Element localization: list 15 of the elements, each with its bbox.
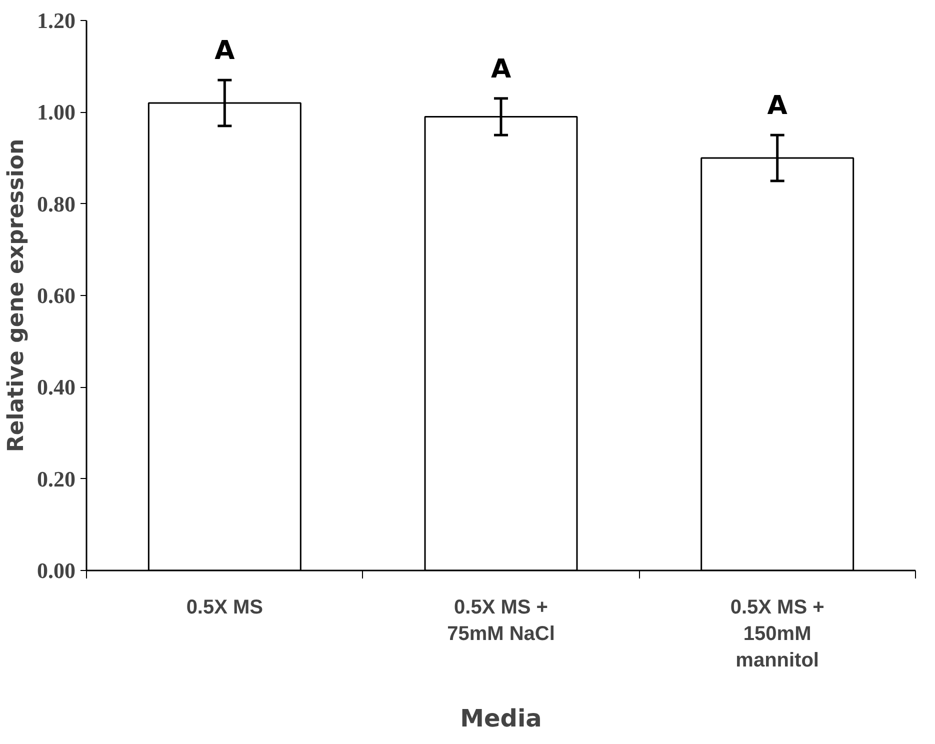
y-tick-label: 0.20	[37, 466, 76, 492]
x-axis-title: Media	[460, 704, 542, 732]
y-tick-label: 0.80	[37, 191, 76, 216]
x-tick-label: 0.5X MS	[186, 596, 264, 618]
y-tick-label: 0.00	[37, 558, 76, 583]
y-tick-label: 0.60	[37, 283, 76, 308]
y-tick-label: 1.00	[37, 100, 76, 125]
annotation: A	[490, 54, 512, 84]
annotation: A	[767, 91, 788, 122]
y-tick-label: 0.40	[37, 374, 76, 400]
y-axis-title: Relative gene expression	[4, 138, 29, 452]
x-tick-label: 0.5X MS + 150mM mannitol	[730, 596, 824, 672]
annotation: A	[214, 36, 235, 66]
x-tick-label: 0.5X MS + 75mM NaCl	[447, 596, 555, 645]
y-tick-label: 1.20	[37, 8, 76, 33]
